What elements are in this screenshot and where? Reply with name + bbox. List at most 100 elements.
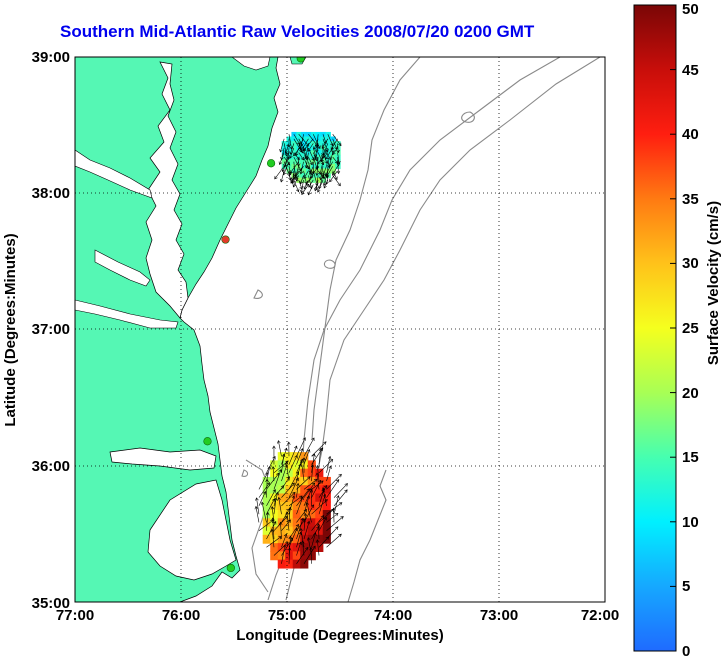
velocity-cell: [322, 501, 331, 511]
velocity-arrow: [326, 166, 333, 178]
velocity-cell: [285, 460, 294, 470]
velocity-arrow: [303, 449, 310, 465]
velocity-cell: [322, 485, 331, 495]
velocity-arrow: [301, 184, 309, 195]
velocity-arrowhead: [309, 489, 314, 493]
velocity-arrowhead: [287, 547, 292, 551]
velocity-cell: [315, 154, 322, 160]
velocity-arrow: [296, 448, 303, 465]
velocity-cell: [300, 476, 309, 486]
velocity-arrowhead: [278, 521, 283, 526]
velocity-arrow: [325, 147, 333, 160]
velocity-arrow: [281, 492, 296, 507]
velocity-cell: [307, 460, 316, 470]
velocity-cell: [292, 543, 301, 552]
y-tick-label: 35:00: [32, 595, 70, 612]
velocity-cell: [325, 136, 331, 142]
velocity-arrow: [312, 170, 318, 186]
velocity-arrow: [258, 472, 268, 490]
velocity-arrow: [337, 152, 340, 164]
velocity-arrow: [303, 495, 310, 515]
velocity-arrow: [303, 513, 306, 531]
velocity-cell: [281, 150, 288, 156]
velocity-arrowhead: [307, 191, 311, 196]
velocity-arrow: [314, 179, 319, 191]
albemarle-sound: [109, 447, 217, 471]
velocity-arrowhead: [272, 489, 276, 493]
velocity-arrow: [278, 497, 282, 515]
velocity-cell: [277, 543, 286, 552]
velocity-arrowhead: [295, 524, 299, 528]
velocity-arrowhead: [314, 157, 318, 162]
velocity-arrow: [288, 166, 291, 175]
velocity-arrow: [307, 143, 314, 152]
velocity-arrowhead: [271, 466, 275, 470]
velocity-arrowhead: [303, 512, 308, 517]
velocity-arrowhead: [298, 531, 302, 536]
velocity-cell: [307, 534, 316, 544]
velocity-arrowhead: [300, 540, 305, 544]
velocity-cell: [270, 460, 279, 470]
velocity-cell: [270, 543, 279, 552]
velocity-arrowhead: [317, 189, 321, 193]
x-tick-label: 75:00: [268, 607, 306, 624]
velocity-arrowhead: [300, 149, 304, 154]
velocity-arrowhead: [322, 493, 327, 498]
velocity-cell: [300, 559, 309, 569]
velocity-arrow: [281, 476, 290, 490]
velocity-arrowhead: [267, 465, 272, 470]
velocity-arrowhead: [327, 455, 332, 460]
velocity-arrow: [273, 469, 282, 490]
velocity-cell: [270, 551, 279, 561]
velocity-arrowhead: [323, 485, 328, 489]
velocity-arrowhead: [344, 489, 348, 493]
velocity-arrowhead: [319, 176, 323, 181]
velocity-cell: [305, 141, 312, 147]
velocity-arrowhead: [325, 536, 330, 540]
velocity-cell: [300, 543, 309, 552]
velocity-arrowhead: [285, 511, 289, 515]
velocity-arrow: [300, 175, 304, 184]
velocity-arrow: [332, 147, 338, 155]
radar-station-marker: [226, 563, 235, 573]
velocity-arrowhead: [334, 512, 339, 517]
velocity-cell: [285, 476, 294, 486]
radar-station-marker: [203, 437, 212, 446]
velocity-arrowhead: [286, 476, 290, 480]
velocity-arrow: [280, 138, 285, 153]
velocity-arrow: [280, 170, 285, 182]
velocity-arrow: [337, 157, 339, 166]
velocity-arrow: [288, 528, 298, 548]
velocity-arrowhead: [299, 459, 304, 464]
y-axis-label: Latitude (Degrees:Minutes): [2, 233, 19, 426]
velocity-arrowhead: [294, 174, 298, 179]
velocity-cell: [285, 510, 294, 519]
velocity-arrowhead: [313, 478, 318, 483]
velocity-cell: [301, 131, 307, 138]
velocity-arrowhead: [305, 501, 310, 506]
velocity-arrow: [293, 134, 301, 145]
velocity-cell: [300, 534, 309, 544]
velocity-cell: [301, 163, 307, 170]
velocity-arrowhead: [292, 491, 296, 496]
velocity-arrow: [296, 476, 311, 490]
velocity-arrow: [303, 170, 309, 179]
velocity-arrowhead: [327, 164, 331, 169]
velocity-arrow: [312, 147, 317, 158]
velocity-cell: [305, 168, 312, 174]
velocity-arrow: [272, 466, 275, 482]
velocity-cell: [277, 485, 286, 495]
velocity-cell: [291, 141, 297, 147]
velocity-arrow: [293, 166, 298, 182]
velocity-arrowhead: [340, 516, 344, 520]
velocity-cell: [262, 526, 271, 536]
colorbar-tick-label: 50: [682, 1, 699, 18]
velocity-arrow: [288, 134, 292, 150]
velocity-arrow: [320, 166, 324, 180]
velocity-arrow: [306, 502, 312, 523]
velocity-cell: [270, 501, 279, 511]
velocity-arrow: [322, 161, 329, 177]
velocity-cell: [307, 510, 316, 519]
velocity-arrowhead: [273, 497, 278, 501]
velocity-arrowhead: [278, 536, 282, 540]
